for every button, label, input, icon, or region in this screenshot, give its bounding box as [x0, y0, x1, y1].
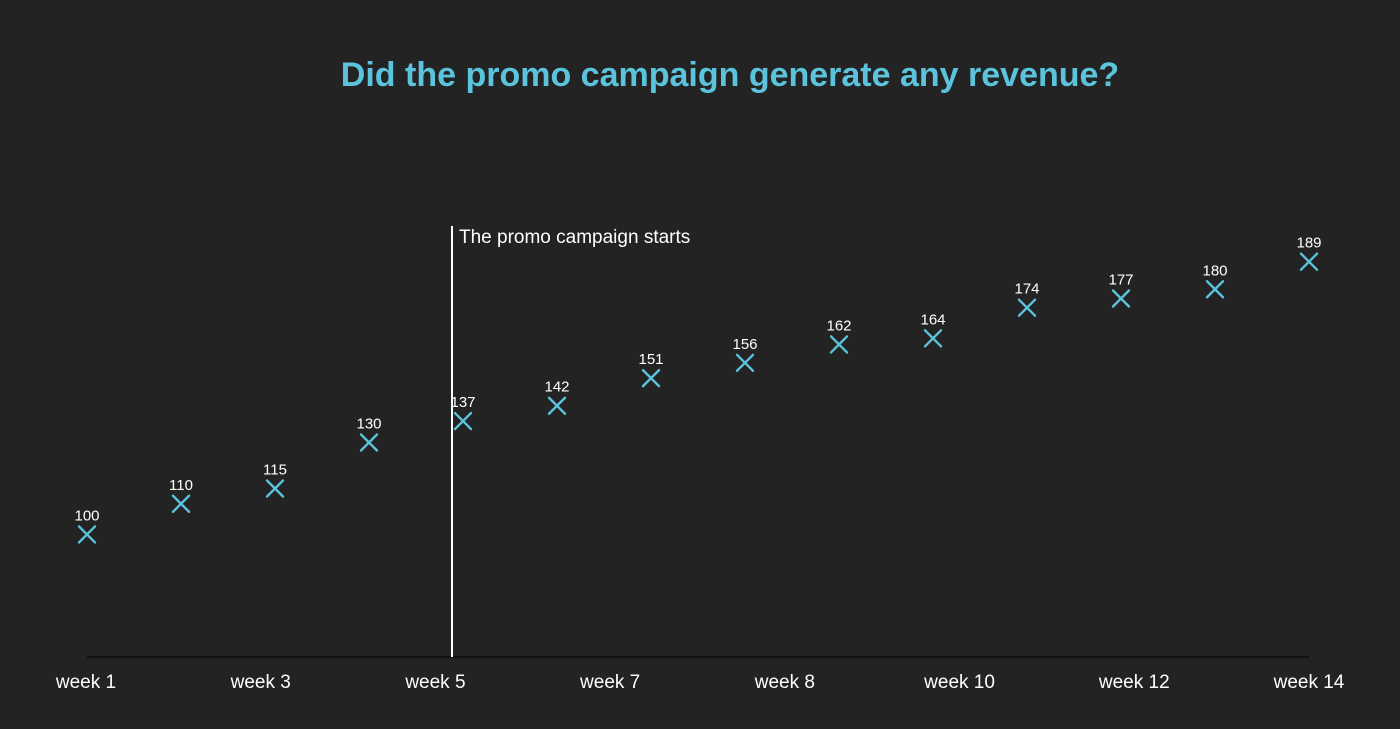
x-tick-label: week 5	[404, 672, 465, 693]
data-point-marker	[265, 479, 285, 498]
data-label: 162	[826, 317, 851, 334]
chart-title: Did the promo campaign generate any reve…	[341, 56, 1119, 94]
data-point-marker	[735, 353, 755, 373]
data-point-marker	[829, 335, 849, 354]
x-tick-label: week 1	[55, 672, 116, 693]
data-label: 189	[1296, 235, 1321, 252]
data-label: 177	[1108, 271, 1133, 288]
data-point-marker	[1205, 280, 1225, 299]
x-axis-tick-labels: week 1 week 3 week 5 week 7 week 8 week 10 wee…	[55, 672, 1345, 693]
x-tick-label: week 12	[1098, 672, 1170, 693]
data-label: 151	[638, 351, 663, 368]
data-label: 137	[450, 394, 475, 411]
data-point-marker	[923, 329, 943, 348]
data-point-marker	[359, 433, 379, 452]
data-label: 130	[356, 416, 381, 433]
promo-start-label: The promo campaign starts	[459, 227, 690, 248]
data-point-marker	[547, 396, 567, 415]
data-point-marker	[1299, 252, 1319, 271]
data-point-marker	[641, 368, 661, 388]
data-label: 100	[74, 507, 99, 524]
data-label: 156	[732, 336, 757, 353]
promo-start-annotation: The promo campaign starts	[451, 226, 690, 657]
data-label: 180	[1202, 262, 1227, 279]
data-label: 164	[920, 311, 945, 328]
data-point-marker	[1017, 298, 1037, 317]
x-tick-label: week 8	[754, 672, 815, 693]
data-labels: 100 110 115 130 137 142 151 156 162 164 174 177 180 1…	[74, 235, 1321, 525]
data-label: 110	[169, 477, 193, 494]
x-tick-label: week 10	[923, 672, 995, 693]
data-points	[77, 252, 1319, 544]
data-point-marker	[171, 494, 191, 513]
data-label: 115	[263, 461, 287, 478]
data-point-marker	[1111, 289, 1131, 308]
data-point-marker	[77, 525, 97, 544]
data-label: 142	[544, 379, 569, 396]
x-tick-label: week 14	[1273, 672, 1345, 693]
data-point-marker	[453, 411, 473, 431]
data-label: 174	[1014, 281, 1039, 298]
x-tick-label: week 3	[230, 672, 291, 693]
x-tick-label: week 7	[579, 672, 640, 693]
